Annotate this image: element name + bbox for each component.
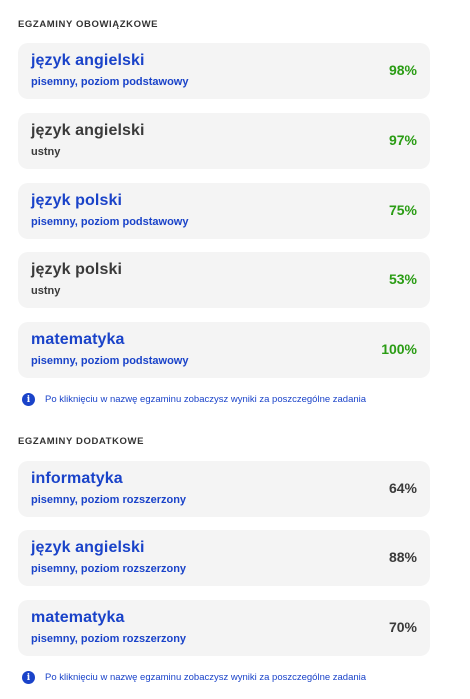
exam-detail: pisemny, poziom podstawowy [31, 355, 189, 367]
info-icon: i [22, 671, 35, 684]
exam-name[interactable]: matematyka [31, 331, 125, 348]
exam-card-english-oral: język angielski ustny 97% [18, 113, 430, 169]
exam-name[interactable]: język angielski [31, 539, 145, 556]
exam-name[interactable]: język angielski [31, 52, 145, 69]
exam-score: 88% [388, 549, 417, 565]
section-title-additional: EGZAMINY DODATKOWE [18, 436, 145, 447]
exam-score: 98% [388, 62, 417, 78]
exam-name[interactable]: język polski [31, 192, 123, 209]
info-note-mandatory: i Po kliknięciu w nazwę egzaminu zobaczy… [22, 393, 366, 406]
exam-name: język angielski [31, 122, 145, 139]
exam-score: 75% [388, 202, 417, 218]
exam-card-math-extended[interactable]: matematyka pisemny, poziom rozszerzony 7… [18, 600, 430, 656]
exam-detail: ustny [31, 146, 61, 158]
exam-score: 70% [388, 619, 417, 635]
exam-detail: pisemny, poziom podstawowy [31, 216, 189, 228]
info-note-additional: i Po kliknięciu w nazwę egzaminu zobaczy… [22, 671, 366, 684]
exam-detail: pisemny, poziom rozszerzony [31, 633, 187, 645]
exam-card-english-extended[interactable]: język angielski pisemny, poziom rozszerz… [18, 530, 430, 586]
info-text: Po kliknięciu w nazwę egzaminu zobaczysz… [45, 672, 367, 683]
exam-card-english-written[interactable]: język angielski pisemny, poziom podstawo… [18, 43, 430, 99]
exam-detail: pisemny, poziom rozszerzony [31, 563, 187, 575]
exam-card-math-basic[interactable]: matematyka pisemny, poziom podstawowy 10… [18, 322, 430, 378]
exam-card-informatics[interactable]: informatyka pisemny, poziom rozszerzony … [18, 461, 430, 517]
exam-card-polish-oral: język polski ustny 53% [18, 252, 430, 308]
info-icon: i [22, 393, 35, 406]
exam-detail: pisemny, poziom podstawowy [31, 76, 189, 88]
exam-score: 100% [381, 341, 417, 357]
exam-detail: pisemny, poziom rozszerzony [31, 494, 187, 506]
exam-score: 53% [388, 271, 417, 287]
exam-score: 97% [388, 132, 417, 148]
exam-name[interactable]: matematyka [31, 609, 125, 626]
exam-detail: ustny [31, 285, 61, 297]
exam-score: 64% [388, 480, 417, 496]
exam-name: język polski [31, 261, 123, 278]
exam-name[interactable]: informatyka [31, 470, 123, 487]
section-title-mandatory: EGZAMINY OBOWIĄZKOWE [18, 19, 159, 30]
exam-card-polish-written[interactable]: język polski pisemny, poziom podstawowy … [18, 183, 430, 239]
info-text: Po kliknięciu w nazwę egzaminu zobaczysz… [45, 394, 367, 405]
